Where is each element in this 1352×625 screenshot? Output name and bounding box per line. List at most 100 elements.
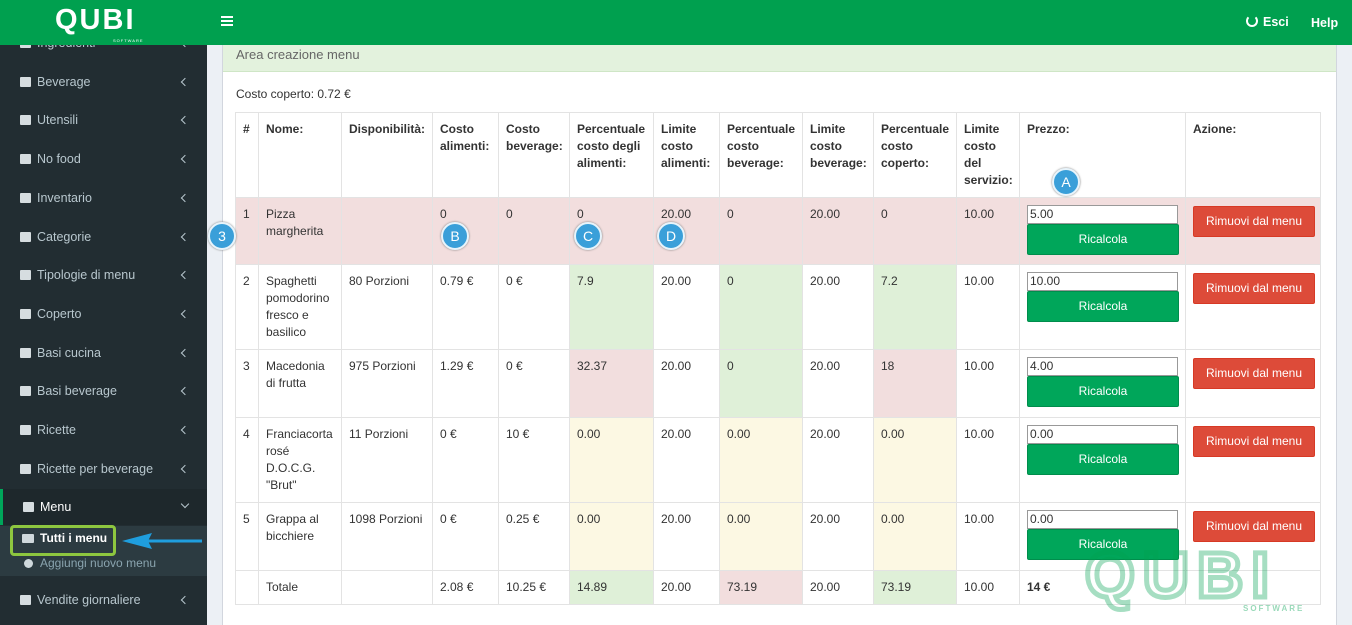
header-cell: Limite costo alimenti: [653,112,720,198]
remove-button[interactable]: Rimuovi dal menu [1193,511,1315,542]
price-input[interactable]: 0.00 [1027,510,1178,529]
header-cell: Nome: [258,112,342,198]
sidebar-icon [20,154,31,165]
cell-text: 0.00 [881,512,905,526]
logo-tagline: SOFTWARE [113,38,144,43]
sidebar-item[interactable]: Categorie [0,219,207,255]
table-cell: 10.00 [956,264,1020,350]
cell-text: 0 [727,207,734,221]
sidebar-item[interactable]: No food [0,141,207,177]
chevron [180,595,190,605]
sidebar-item[interactable]: Utensili [0,102,207,138]
cell-text: 0.00 [577,512,601,526]
cell-text: 80 Porzioni [349,274,410,288]
cover-cost: Costo coperto: 0.72 € [236,87,351,101]
sidebar-label: Categorie [37,229,92,244]
price-input[interactable]: 0.00 [1027,425,1178,444]
table-cell: 20.00 [653,264,720,350]
submenu-item[interactable]: Tutti i menu [0,526,207,552]
table-cell: 1098 Porzioni [341,502,433,571]
submenu-icon [24,559,33,569]
table-cell: 0 [873,197,957,265]
table-cell: 1.29 € [432,349,499,418]
cell-text: 10 € [506,427,530,441]
table-cell [1185,570,1321,605]
table-cell: 0.00 [873,417,957,503]
price-input[interactable]: 4.00 [1027,357,1178,376]
table-cell: 20.00 [653,570,720,605]
cell-text: 0 € [506,274,523,288]
price-input[interactable]: 5.00 [1027,205,1178,224]
sidebar-label: Ricette per beverage [37,461,154,476]
table-cell: 0 [498,197,570,265]
sidebar-item[interactable]: Basi cucina [0,335,207,371]
table-cell: Spaghetti pomodorino fresco e basilico [258,264,342,350]
cell-text: 20.00 [661,274,692,288]
table-cell: 20.00 [653,417,720,503]
cell-text: 0 [881,207,888,221]
recalc-button[interactable]: Ricalcola [1027,291,1179,322]
sidebar-item[interactable]: Ricette [0,412,207,448]
header-cell: Costo beverage: [498,112,570,198]
cell-text: Pizza margherita [266,207,324,238]
table-cell: 0 [719,197,803,265]
chevron [180,154,190,164]
remove-button[interactable]: Rimuovi dal menu [1193,206,1315,237]
cell-text: 18 [881,359,895,373]
cell-text: 1 [243,207,250,221]
cell-text: 73.19 [727,580,758,594]
recalc-button[interactable]: Ricalcola [1027,444,1179,475]
sidebar-item[interactable]: Vendite giornaliere [0,582,207,618]
table-cell [341,570,433,605]
chevron [180,116,190,125]
table-cell: 4 [235,417,259,503]
table-cell: 73.19 [873,570,957,605]
header-cell: Costo alimenti: [432,112,499,198]
cell-text: 20.00 [810,274,841,288]
sidebar-item[interactable]: Beverage [0,64,207,100]
table-row: 1 Pizza margherita 0 0 0 20.00 0 20.00 0 10.00 5.0… [235,197,1321,265]
table-cell: 0 € [498,349,570,418]
recalc-button[interactable]: Ricalcola [1027,224,1179,255]
recalc-button[interactable]: Ricalcola [1027,376,1179,407]
table-cell [341,197,433,265]
table-cell: Rimuovi dal menu [1185,417,1321,503]
cell-text: 0.79 € [440,274,474,288]
remove-button[interactable]: Rimuovi dal menu [1193,358,1315,389]
recalc-button[interactable]: Ricalcola [1027,529,1179,560]
price-input[interactable]: 10.00 [1027,272,1178,291]
cell-text: 0.00 [577,427,601,441]
sidebar-label: Basi beverage [37,384,117,399]
sidebar-item[interactable]: Ricette per beverage [0,451,207,487]
header-cell: Prezzo: [1019,112,1186,198]
cell-text: 0 € [440,427,457,441]
cell-text: 0.00 [881,427,905,441]
sidebar-item[interactable]: Coperto [0,296,207,332]
cell-text: 20.00 [810,207,841,221]
remove-button[interactable]: Rimuovi dal menu [1193,426,1315,457]
table-row: 4 Franciacorta rosé D.O.C.G. "Brut" 11 Por… [235,417,1321,503]
sidebar-icon [20,425,31,435]
help-link[interactable]: Help [1311,16,1339,30]
sidebar-item[interactable]: Basi beverage [0,373,207,409]
cell-text: 2.08 € [440,580,474,594]
cell-text: 10.00 [964,274,995,288]
table-cell: 0.00 [873,502,957,571]
table-cell: 10.00 Ricalcola [1019,264,1186,350]
sidebar-item[interactable]: Menu [0,489,207,526]
menu-toggle[interactable] [221,16,233,26]
sidebar-icon [20,308,31,319]
sidebar-item[interactable]: Inventario [0,180,207,216]
table-cell: 0.00 [719,417,803,503]
table-cell: 1 [235,197,259,265]
logout-link[interactable]: Esci [1246,15,1289,29]
table-cell: 20.00 [802,349,874,418]
cell-text: 0 [577,207,584,221]
cell-text: 4 [243,427,250,441]
logo[interactable]: QUBI SOFTWARE [0,0,207,45]
sidebar-label: Coperto [37,306,82,321]
remove-button[interactable]: Rimuovi dal menu [1193,273,1315,304]
sidebar-item[interactable]: Tipologie di menu [0,257,207,293]
table-cell [235,570,259,605]
